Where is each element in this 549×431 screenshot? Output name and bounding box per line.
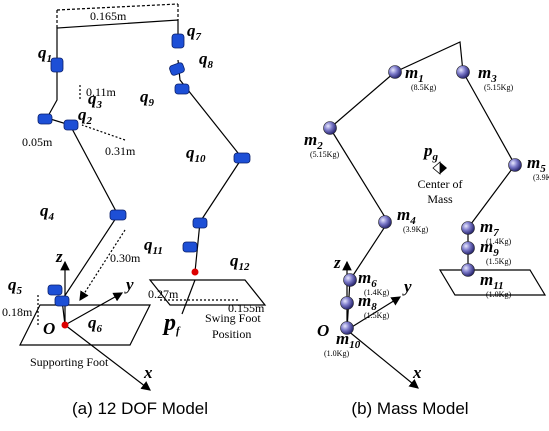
symbol: p bbox=[422, 141, 433, 160]
axis-label: y bbox=[124, 275, 134, 294]
mass-ball bbox=[389, 66, 402, 79]
subscript: f bbox=[176, 325, 181, 337]
mass-ball bbox=[344, 274, 357, 287]
mass-label-symbol: m bbox=[480, 270, 493, 289]
mass-label: m2 bbox=[304, 130, 323, 152]
joint-label: q4 bbox=[40, 201, 55, 223]
axis-label: y bbox=[402, 277, 412, 296]
dimension-label: 0.11m bbox=[86, 85, 117, 99]
com-symbol-half bbox=[433, 162, 440, 174]
mass-ball bbox=[324, 122, 337, 135]
subscript: g bbox=[432, 151, 439, 163]
mass-label-symbol: m bbox=[405, 63, 418, 82]
mass-label: m4 bbox=[397, 205, 416, 227]
joint-label-subscript: 6 bbox=[97, 323, 103, 335]
mass-ball bbox=[462, 242, 475, 255]
mass-label-symbol: m bbox=[336, 329, 349, 348]
joint-label-subscript: 2 bbox=[86, 115, 93, 127]
mass-value: (1.5Kg) bbox=[364, 311, 389, 320]
axis-label: z bbox=[55, 247, 63, 266]
joint-label: q2 bbox=[78, 105, 93, 127]
mass-value: (8.5Kg) bbox=[411, 83, 436, 92]
caption: (a) 12 DOF Model bbox=[72, 399, 208, 418]
joint-label-subscript: 8 bbox=[208, 59, 214, 71]
mass-label: m3 bbox=[478, 63, 497, 85]
dimension-label: 0.165m bbox=[90, 9, 127, 23]
mass-value: (1.0Kg) bbox=[486, 290, 511, 299]
joint-label: q10 bbox=[186, 143, 206, 165]
mass-ball bbox=[341, 297, 354, 310]
mass-value: (3.9Kg) bbox=[533, 173, 549, 182]
joint-label-subscript: 9 bbox=[149, 97, 155, 109]
mass-label-symbol: m bbox=[527, 153, 540, 172]
joint-label-subscript: 4 bbox=[48, 211, 55, 223]
axis-label: x bbox=[143, 363, 153, 382]
mass-label-symbol: m bbox=[480, 237, 493, 256]
com-label: pg bbox=[422, 141, 439, 163]
mass-ball bbox=[457, 66, 470, 79]
mass-value: (1.5Kg) bbox=[486, 257, 511, 266]
origin-point bbox=[62, 322, 69, 329]
axis-label: O bbox=[43, 319, 55, 338]
right-skeleton bbox=[330, 42, 545, 388]
joint-label: q12 bbox=[230, 251, 250, 273]
joint-label: q9 bbox=[140, 87, 155, 109]
mass-value: (5.15Kg) bbox=[484, 83, 513, 92]
joint-cylinders bbox=[38, 34, 250, 306]
mass-ball bbox=[509, 159, 522, 172]
mass-label-symbol: m bbox=[358, 268, 371, 287]
joint-label: q11 bbox=[144, 235, 163, 257]
mass-label: m6 bbox=[358, 268, 377, 290]
joint-label: q6 bbox=[88, 313, 103, 335]
axis-label: z bbox=[333, 253, 341, 272]
joint-label-subscript: 11 bbox=[153, 245, 163, 257]
axis-label: O bbox=[317, 321, 329, 340]
dimension-label: 0.31m bbox=[105, 144, 136, 158]
mass-label-symbol: m bbox=[478, 63, 491, 82]
mass-label-symbol: m bbox=[358, 291, 371, 310]
joint-label: q7 bbox=[187, 21, 202, 43]
dimension-label: 0.27m bbox=[148, 287, 179, 301]
com-text: Mass bbox=[427, 192, 453, 206]
mass-value: (1.0Kg) bbox=[324, 349, 349, 358]
mass-label: m10 bbox=[336, 329, 361, 351]
joint-label-subscript: 12 bbox=[239, 261, 251, 273]
caption: (b) Mass Model bbox=[351, 399, 468, 418]
mass-label-symbol: m bbox=[480, 217, 493, 236]
dimension-label: 0.30m bbox=[110, 251, 141, 265]
joint-label-subscript: 3 bbox=[96, 99, 103, 111]
mass-ball bbox=[462, 222, 475, 235]
joint-label-subscript: 1 bbox=[47, 53, 53, 65]
swing-foot-symbol: pf bbox=[162, 310, 181, 337]
mass-value: (3.9Kg) bbox=[403, 225, 428, 234]
symbol: p bbox=[162, 310, 176, 336]
mass-ball bbox=[462, 264, 475, 277]
axis-label: x bbox=[412, 363, 422, 382]
joint-label: q1 bbox=[38, 43, 52, 65]
joint-label-subscript: 10 bbox=[195, 153, 207, 165]
mass-label: m11 bbox=[480, 270, 504, 292]
joint-label: q8 bbox=[199, 49, 214, 71]
swing-foot-label: Position bbox=[212, 327, 251, 341]
mass-label-symbol: m bbox=[397, 205, 410, 224]
swing-foot-point bbox=[192, 269, 199, 276]
joint-label: q5 bbox=[8, 275, 23, 297]
joint-label-subscript: 7 bbox=[196, 31, 202, 43]
mass-label: m5 bbox=[527, 153, 546, 175]
com-text: Center of bbox=[418, 177, 463, 191]
foot-label: Supporting Foot bbox=[30, 355, 109, 369]
mass-label-symbol: m bbox=[304, 130, 317, 149]
joint-label-subscript: 5 bbox=[17, 285, 23, 297]
mass-label: m7 bbox=[480, 217, 499, 239]
swing-foot-label: Swing Foot bbox=[205, 311, 261, 325]
mass-value: (5.15Kg) bbox=[310, 150, 339, 159]
mass-ball bbox=[379, 216, 392, 229]
dimension-label: 0.05m bbox=[22, 135, 53, 149]
mass-label-subscript: 10 bbox=[349, 339, 361, 351]
diagram: q1q2q3q4q5q6q7q8q9q10q11q120.165m0.11m0.… bbox=[0, 0, 549, 431]
dimension-label: 0.18m bbox=[2, 305, 33, 319]
mass-label: m1 bbox=[405, 63, 424, 85]
